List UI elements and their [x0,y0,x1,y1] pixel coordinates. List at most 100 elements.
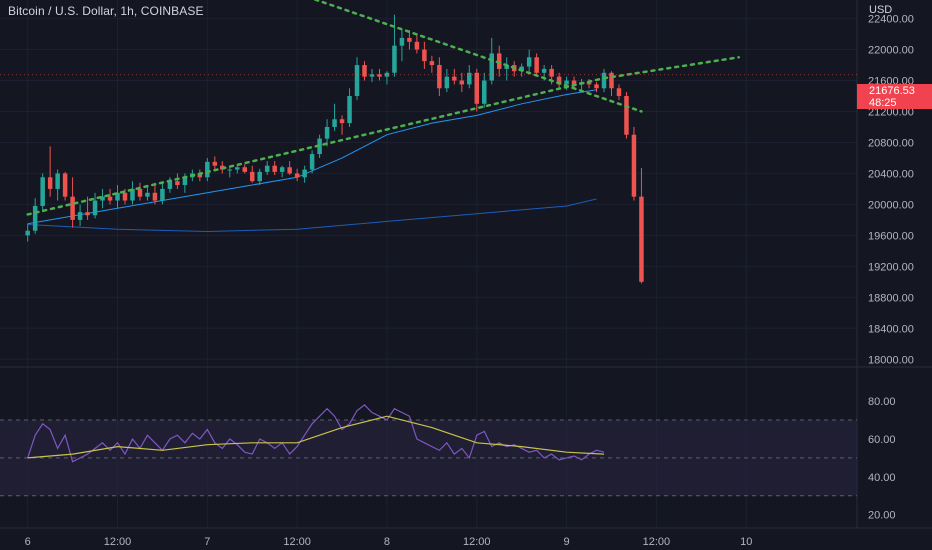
candle [309,150,315,174]
candle [624,92,629,139]
candle [242,164,247,174]
candle [601,68,607,93]
candle-body [107,196,113,201]
time-tick-label: 7 [204,536,210,548]
candle-body [212,161,218,166]
candle-body [594,84,599,89]
symbol-title[interactable]: Bitcoin / U.S. Dollar, 1h, COINBASE [8,4,204,18]
candle [115,185,120,209]
candle-body [369,74,375,77]
candle [77,204,83,227]
candle-body [100,196,105,201]
price-tick-label: 18800.00 [868,292,914,304]
candle-body [137,188,143,197]
candle [616,84,622,100]
time-tick-label: 12:00 [283,536,311,548]
candle-body [160,188,165,201]
candle [212,156,218,170]
price-tick-label: 19200.00 [868,261,914,273]
candle [414,34,420,54]
candle-body [384,72,390,77]
candle [407,30,412,50]
candle [197,169,203,182]
candle-body [459,80,465,85]
candle-body [130,188,135,201]
candle [175,173,180,189]
candle [422,41,427,69]
candle-body [167,181,173,189]
candle-body [77,212,83,220]
candle [594,82,599,93]
candle [47,146,53,197]
candle-body [47,177,53,189]
candle-body [175,181,180,186]
candle-body [377,74,382,77]
candle [437,57,442,97]
candle [92,192,98,219]
candle [354,57,360,100]
last-price-value: 21676.53 [869,85,915,97]
candle-body [556,76,562,85]
candle-body [541,68,547,73]
candle-body [302,169,307,178]
candle-body [631,134,637,197]
candle-body [444,76,450,89]
rsi-tick-label: 20.00 [868,510,896,522]
candle-body [25,230,30,236]
moving-averages [27,89,597,233]
candle [324,119,330,147]
candle-body [115,192,120,201]
candle-body [347,96,352,124]
candle [534,53,539,77]
candle-body [235,167,240,170]
candle-body [294,173,300,178]
candle-body [534,57,539,73]
candle [504,57,509,81]
candle [100,188,105,209]
rsi-panel [0,404,857,497]
candle-body [354,65,360,97]
candle-body [197,173,203,178]
candle [55,169,60,201]
candle-body [452,76,457,81]
price-tick-label: 20400.00 [868,168,914,180]
candle-body [639,196,644,282]
candle-body [242,167,247,172]
candle-body [309,154,315,170]
candle [362,61,367,81]
candle-body [496,53,502,69]
candle-body [422,49,427,62]
candle [25,223,30,242]
candle [639,168,644,284]
candle-body [616,88,622,97]
price-tick-label: 22400.00 [868,14,914,26]
candle [40,173,45,213]
candle [257,168,262,186]
candle-body [482,80,487,104]
trendline-projection [602,56,740,80]
price-tick-label: 21200.00 [868,106,914,118]
candle-body [339,119,345,124]
candle [332,103,337,131]
rsi-ma-line [27,415,605,459]
candle-body [332,119,337,127]
price-tick-label: 20000.00 [868,199,914,211]
candle-body [571,80,577,85]
ma-fast-line [27,89,597,225]
time-tick-label: 8 [384,536,390,548]
candle-body [429,61,435,66]
candle-body [70,196,75,220]
candle [399,30,405,62]
candle [62,171,68,201]
candle [32,198,38,234]
ma-slow-line [27,198,597,233]
candle-body [489,53,494,81]
price-tick-label: 20800.00 [868,137,914,149]
candle [294,168,300,182]
candle-body [205,161,210,178]
candle-body [152,192,158,201]
candle-body [257,171,262,182]
candle-body [609,72,614,89]
candle [235,165,240,174]
